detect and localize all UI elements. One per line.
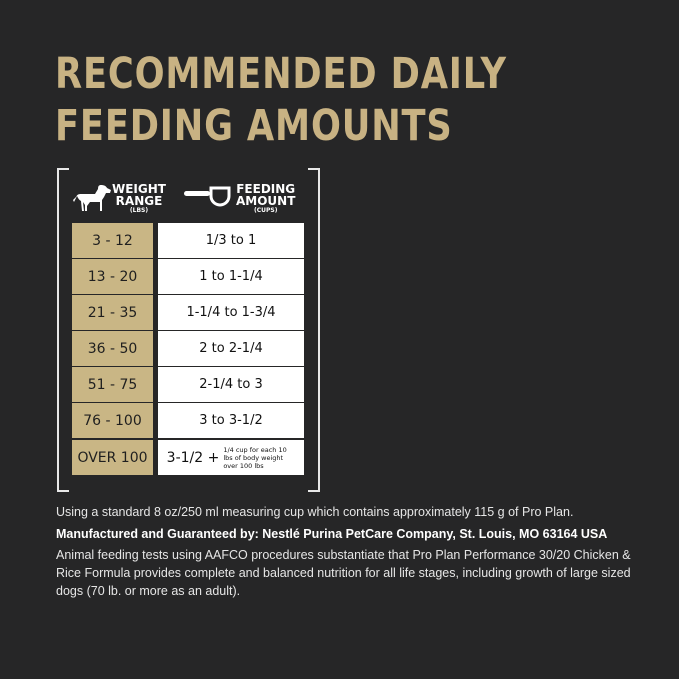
table-row: 76 - 100 3 to 3-1/2 [72, 403, 304, 438]
page-title: RECOMMENDED DAILY FEEDING AMOUNTS [55, 49, 507, 151]
measure-note: Using a standard 8 oz/250 ml measuring c… [56, 505, 574, 519]
right-bracket [308, 168, 320, 492]
table-row: 36 - 50 2 to 2-1/4 [72, 331, 304, 366]
measuring-cup-icon [184, 186, 231, 207]
table-row: 3 - 12 1/3 to 1 [72, 223, 304, 258]
table-row: 13 - 20 1 to 1-1/4 [72, 259, 304, 294]
dog-icon [73, 185, 111, 211]
aafco-statement: Animal feeding tests using AAFCO procedu… [56, 548, 631, 598]
weight-range-header: WEIGHT RANGE (LBS) [112, 182, 166, 214]
table-row: 51 - 75 2-1/4 to 3 [72, 367, 304, 402]
feeding-amount-header: FEEDING AMOUNT (CUPS) [236, 182, 296, 214]
table-row: 21 - 35 1-1/4 to 1-3/4 [72, 295, 304, 330]
table-row: OVER 100 3-1/2 +1/4 cup for each 10 lbs o… [72, 440, 304, 475]
left-bracket [57, 168, 69, 492]
manufacturer-note: Manufactured and Guaranteed by: Nestlé P… [56, 527, 608, 541]
